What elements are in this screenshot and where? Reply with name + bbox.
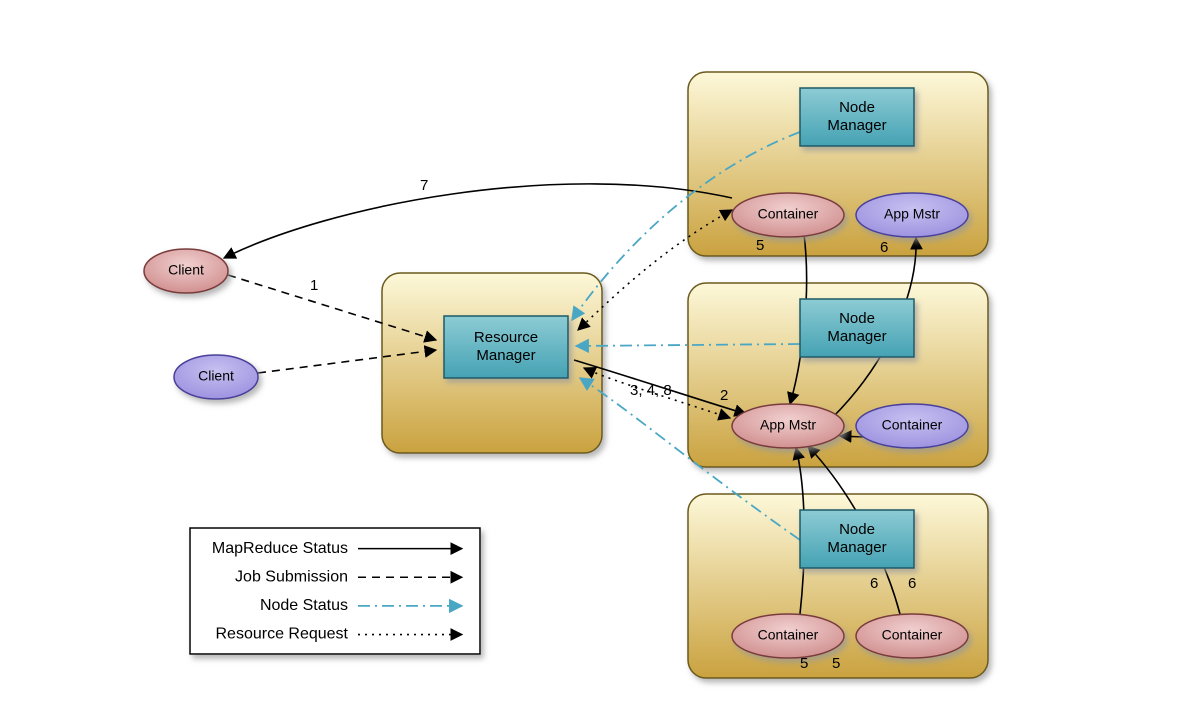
node-label-nm1-2: Manager [827,117,886,134]
legend-label-2: Node Status [260,597,348,614]
edge-label-mr2: 2 [720,387,728,404]
node-label-nm1-1: Node [839,99,875,116]
legend-label-0: MapReduce Status [212,540,348,557]
edge-label-mr5l: 5 [800,655,808,672]
legend-label-1: Job Submission [235,568,348,585]
edge-label2-mr5l: 6 [870,575,878,592]
node-label-cont2: Container [882,417,943,433]
edge-label2-mr5r: 6 [908,575,916,592]
legend-label-3: Resource Request [215,626,348,643]
node-label-nm2-2: Manager [827,328,886,345]
edge-label-mr6a: 6 [880,239,888,256]
node-label-cont3b: Container [882,627,943,643]
node-label-nm2-1: Node [839,310,875,327]
node-label-resourceManager-1: Resource [474,329,538,346]
edge-label-e1: 1 [310,277,318,294]
node-label-am1: App Mstr [884,206,940,222]
node-label-nm3-2: Manager [827,539,886,556]
architecture-diagram: 173, 4, 82565656ClientClientResourceMana… [0,0,1186,728]
edge-label-mr5r: 5 [832,655,840,672]
node-label-cont1a: Container [758,206,819,222]
edge-label-e7: 7 [420,177,428,194]
edge-label-rr2: 3, 4, 8 [630,382,672,399]
node-label-am2: App Mstr [760,417,816,433]
edge-e7 [224,184,732,258]
node-label-client1: Client [168,262,204,278]
node-label-cont3a: Container [758,627,819,643]
node-label-nm3-1: Node [839,521,875,538]
edge-label-mr5a: 5 [756,237,764,254]
node-label-client2: Client [198,368,234,384]
node-label-resourceManager-2: Manager [476,347,535,364]
